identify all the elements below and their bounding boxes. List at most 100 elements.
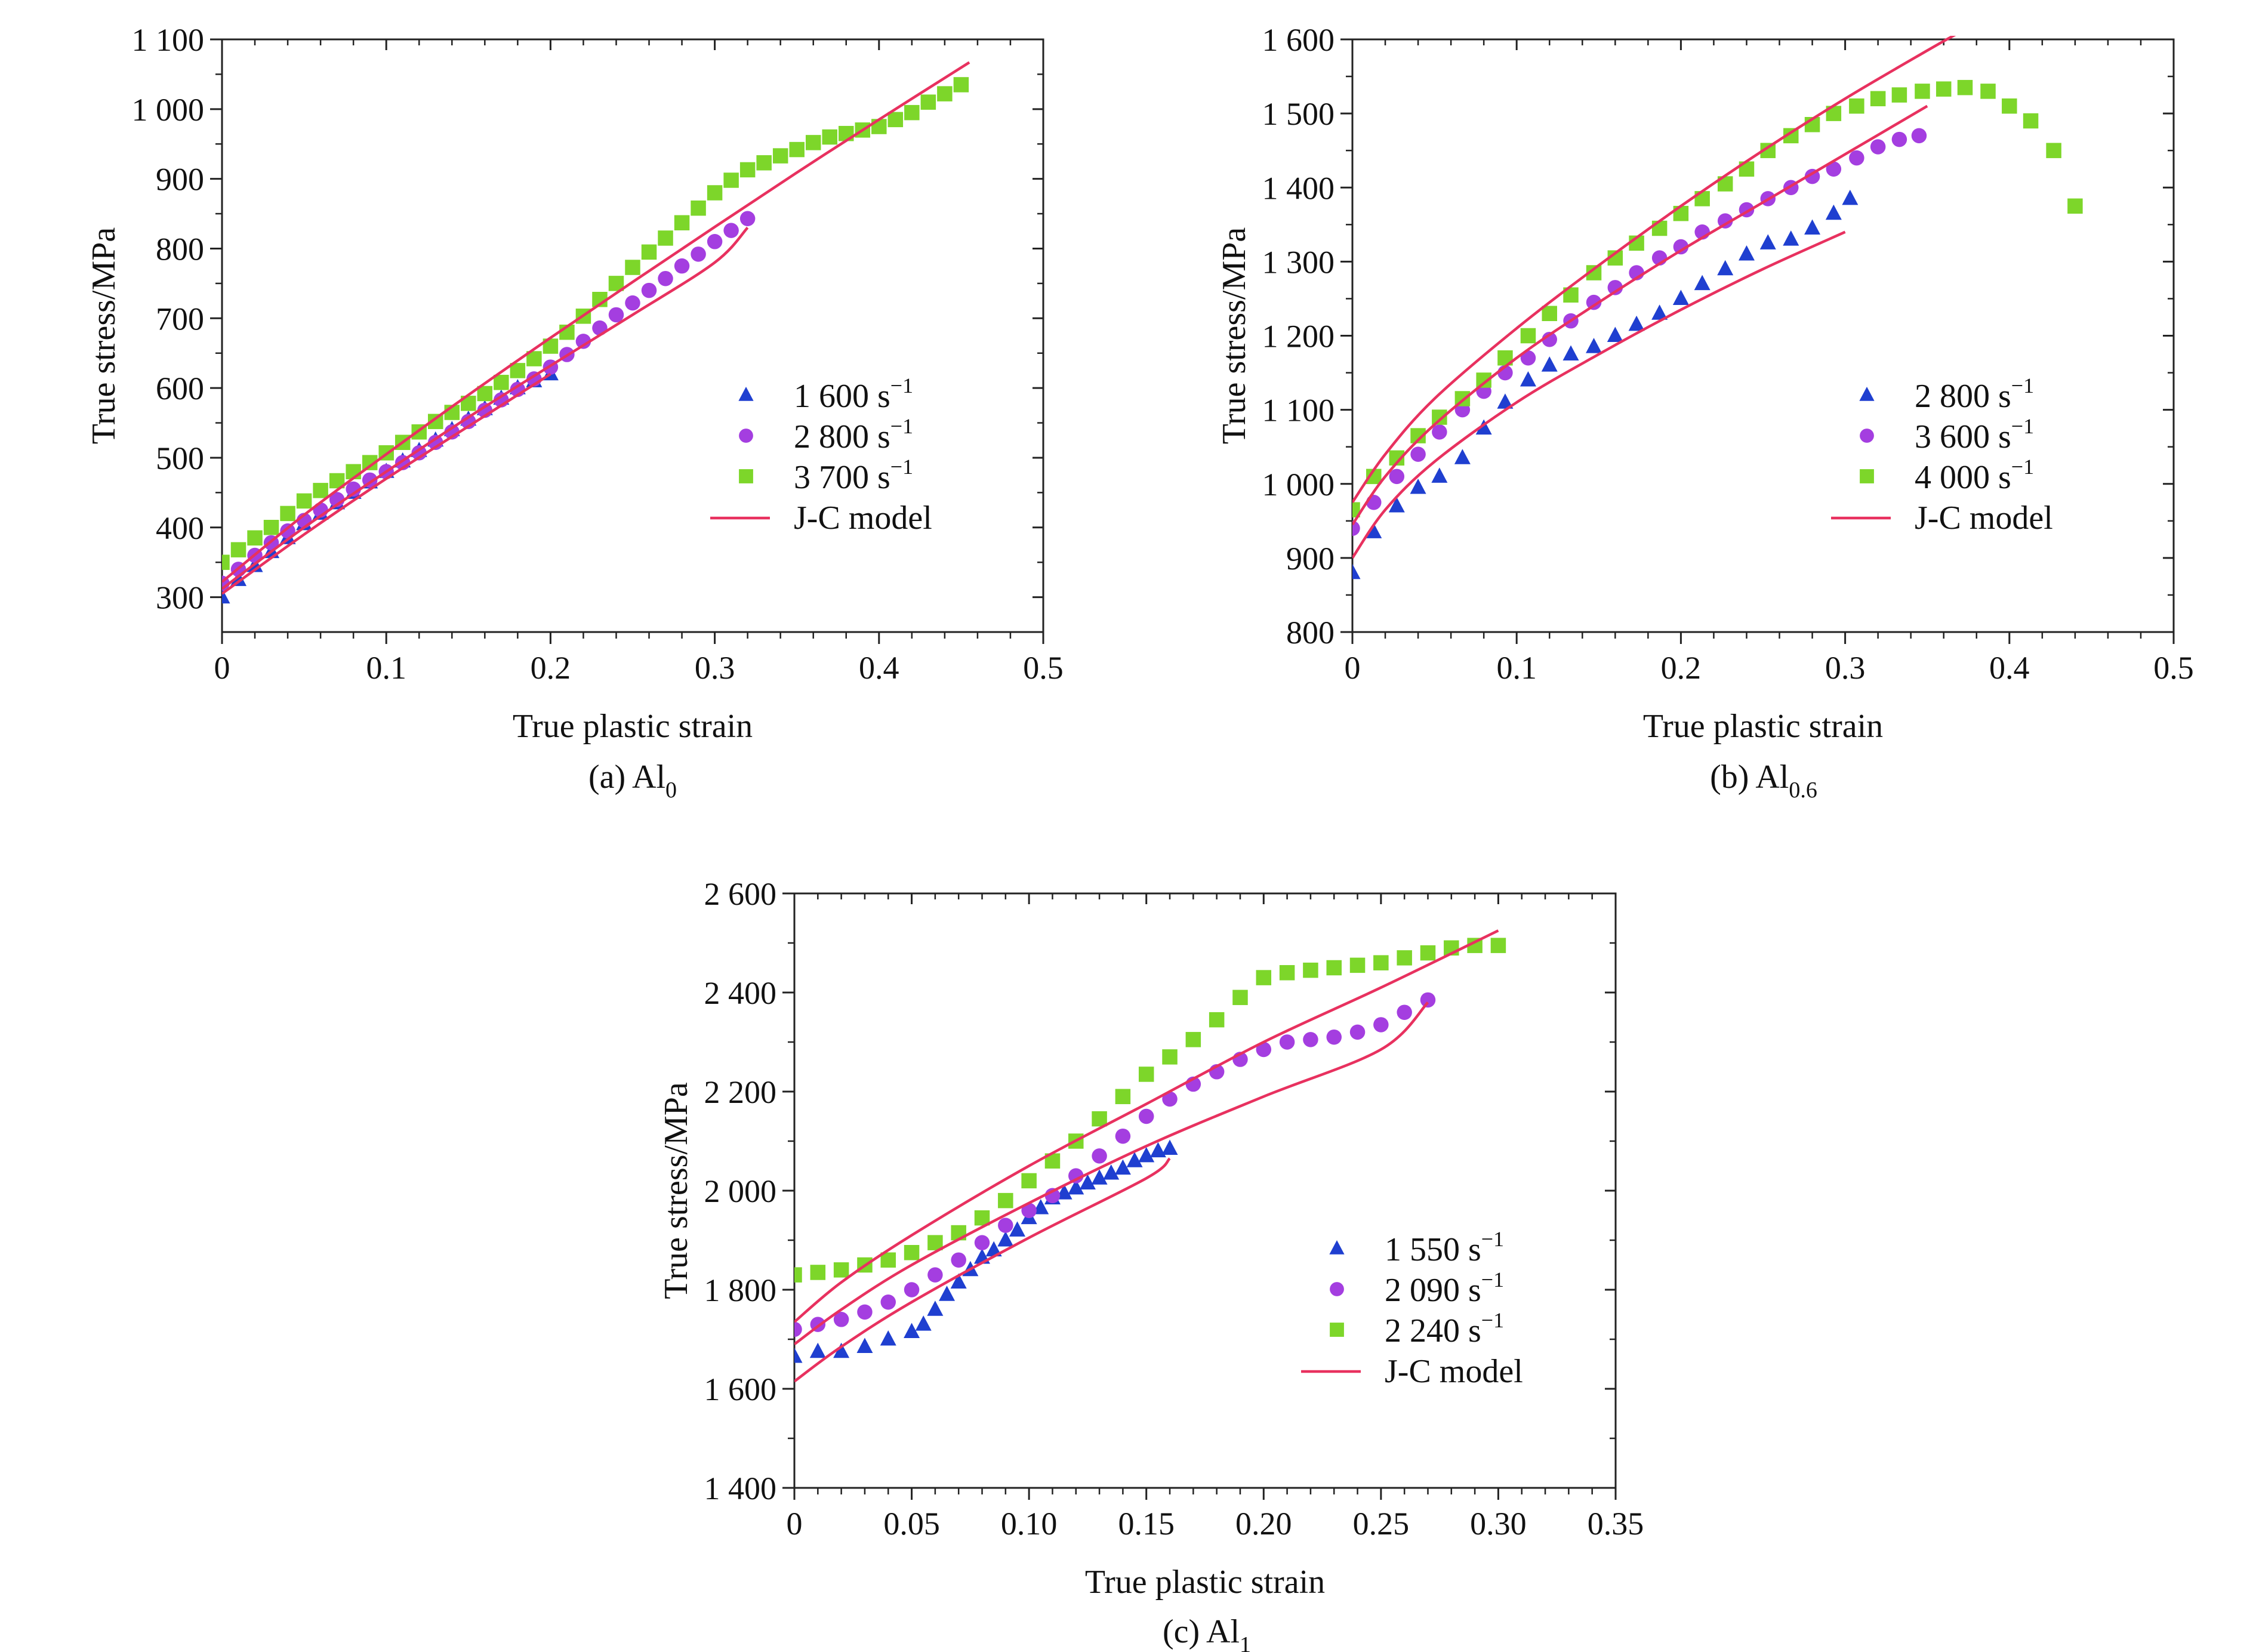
data-point bbox=[1432, 424, 1447, 440]
data-point bbox=[1586, 338, 1602, 353]
data-point bbox=[985, 1241, 1002, 1257]
data-point bbox=[951, 1252, 966, 1268]
data-point bbox=[2023, 113, 2039, 129]
data-point bbox=[1431, 467, 1448, 483]
data-point bbox=[974, 1235, 990, 1250]
data-point bbox=[904, 104, 920, 121]
data-point bbox=[789, 141, 805, 158]
data-point bbox=[1410, 478, 1426, 494]
data-point bbox=[1388, 497, 1405, 513]
legend-marker bbox=[1330, 1323, 1344, 1337]
data-point bbox=[1091, 1169, 1108, 1185]
data-point bbox=[772, 148, 788, 164]
data-point bbox=[1115, 1089, 1131, 1105]
data-point bbox=[1651, 304, 1668, 320]
data-point bbox=[2046, 143, 2061, 158]
data-point bbox=[953, 77, 969, 93]
data-point bbox=[756, 155, 772, 171]
data-point bbox=[1185, 1032, 1201, 1047]
data-point bbox=[1021, 1173, 1037, 1189]
y-tick-label: 600 bbox=[156, 371, 204, 406]
legend-marker bbox=[739, 469, 753, 483]
data-point bbox=[707, 234, 723, 249]
x-tick-label: 0.25 bbox=[1353, 1506, 1410, 1542]
y-tick-label: 1 500 bbox=[1262, 96, 1335, 132]
data-point bbox=[1092, 1148, 1107, 1164]
data-point bbox=[1891, 131, 1907, 147]
legend-label: 2 800 s−1 bbox=[1915, 374, 2034, 415]
x-tick-label: 0.15 bbox=[1118, 1506, 1175, 1542]
y-tick-label: 1 800 bbox=[704, 1272, 777, 1308]
x-tick-label: 0.20 bbox=[1235, 1506, 1292, 1542]
data-point bbox=[1068, 1179, 1084, 1195]
data-point bbox=[1092, 1111, 1107, 1127]
data-point bbox=[1849, 150, 1864, 166]
data-point bbox=[904, 1282, 920, 1297]
y-tick-label: 2 200 bbox=[704, 1074, 777, 1110]
data-point bbox=[1694, 275, 1711, 291]
legend: 2 800 s−13 600 s−14 000 s−1 J-C model bbox=[1831, 374, 2053, 537]
data-point bbox=[674, 258, 690, 274]
y-tick-label: 400 bbox=[156, 510, 204, 546]
data-point bbox=[625, 260, 640, 275]
y-tick-label: 1 100 bbox=[132, 22, 205, 58]
y-tick-label: 2 000 bbox=[704, 1173, 777, 1209]
x-tick-label: 0 bbox=[787, 1506, 803, 1542]
data-point bbox=[1759, 234, 1776, 249]
x-tick-label: 0.2 bbox=[531, 650, 571, 686]
data-point bbox=[880, 1330, 896, 1346]
data-point bbox=[1980, 84, 1996, 99]
data-point bbox=[1520, 350, 1536, 366]
data-point bbox=[1352, 520, 1360, 536]
y-tick-label: 800 bbox=[156, 231, 204, 267]
data-point bbox=[1586, 294, 1602, 310]
data-point bbox=[1373, 1017, 1389, 1032]
data-point bbox=[625, 295, 640, 311]
data-point bbox=[691, 200, 706, 216]
data-point bbox=[2067, 198, 2083, 214]
series-2 bbox=[794, 938, 1506, 1283]
data-point bbox=[1161, 1139, 1178, 1155]
data-point bbox=[1915, 84, 1930, 99]
y-axis-title: True stress/MPa bbox=[658, 1082, 695, 1299]
series-0 bbox=[794, 1139, 1178, 1363]
data-point bbox=[1126, 1152, 1143, 1167]
data-point bbox=[658, 230, 673, 246]
x-tick-label: 0.30 bbox=[1470, 1506, 1527, 1542]
y-tick-label: 300 bbox=[156, 580, 204, 616]
y-tick-label: 1 000 bbox=[1262, 467, 1335, 503]
legend-marker bbox=[1330, 1282, 1344, 1296]
data-point bbox=[1138, 1108, 1154, 1124]
data-point bbox=[674, 215, 690, 230]
y-tick-label: 500 bbox=[156, 440, 204, 476]
y-tick-label: 900 bbox=[1286, 541, 1335, 577]
data-point bbox=[809, 1342, 826, 1358]
data-point bbox=[608, 307, 624, 323]
jc-model-curve bbox=[222, 372, 551, 595]
y-tick-label: 1 400 bbox=[1262, 170, 1335, 206]
data-point bbox=[998, 1218, 1013, 1233]
data-point bbox=[1497, 393, 1514, 409]
data-point bbox=[1138, 1067, 1154, 1082]
data-point bbox=[1542, 306, 1557, 322]
y-tick-label: 1 400 bbox=[704, 1471, 777, 1506]
data-point bbox=[1542, 331, 1557, 347]
jc-model-curve bbox=[1352, 230, 1846, 559]
data-point bbox=[1366, 495, 1382, 510]
data-point bbox=[1870, 139, 1886, 155]
data-point bbox=[915, 1315, 932, 1331]
data-point bbox=[810, 1265, 826, 1280]
data-point bbox=[1009, 1221, 1025, 1237]
jc-model-curve bbox=[794, 1157, 1171, 1383]
chart-caption: (a) Al0 bbox=[588, 759, 677, 803]
data-point bbox=[222, 554, 230, 570]
data-point bbox=[346, 481, 361, 497]
x-axis-title: True plastic strain bbox=[1643, 708, 1883, 745]
data-point bbox=[1520, 371, 1536, 387]
data-point bbox=[1562, 345, 1579, 361]
x-axis-title: True plastic strain bbox=[1085, 1564, 1325, 1601]
legend-label: 2 800 s−1 bbox=[794, 414, 913, 455]
x-tick-label: 0.10 bbox=[1001, 1506, 1058, 1542]
data-point bbox=[1326, 1029, 1342, 1045]
data-point bbox=[1021, 1203, 1037, 1218]
